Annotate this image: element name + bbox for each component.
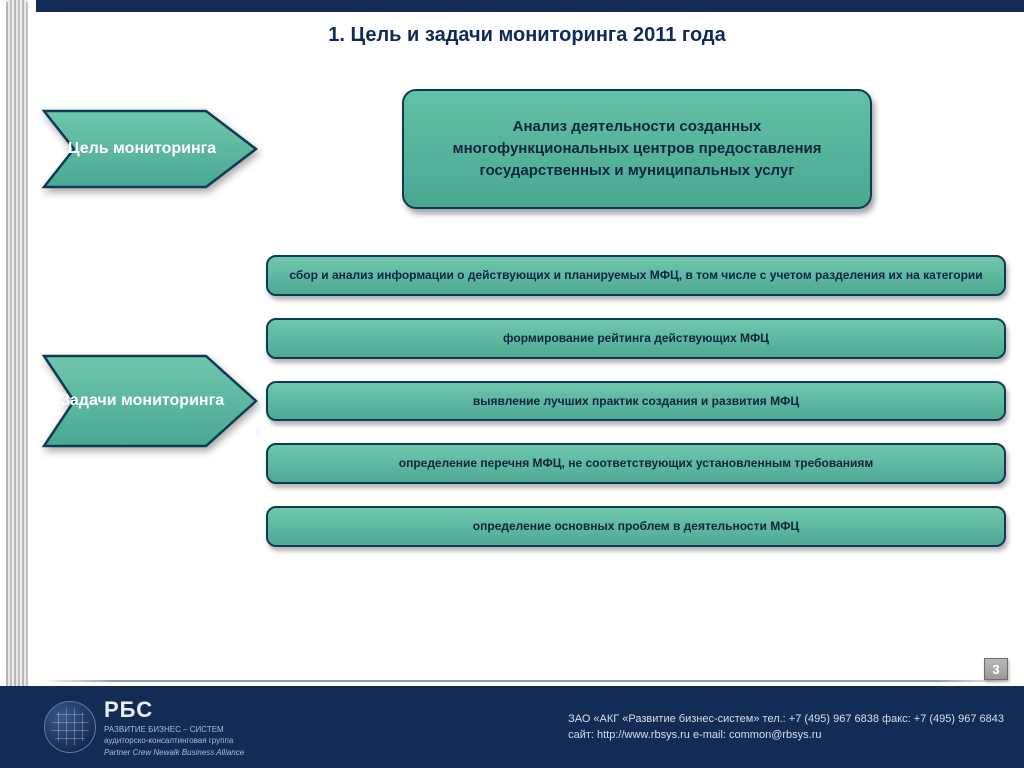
task-item: определение основных проблем в деятельно… xyxy=(266,506,1006,547)
goal-box: Анализ деятельности созданных многофункц… xyxy=(402,89,872,209)
footer-logo: РБС РАЗВИТИЕ БИЗНЕС – СИСТЕМ аудиторско-… xyxy=(44,696,254,758)
goal-right: Анализ деятельности созданных многофункц… xyxy=(260,89,1014,209)
goal-arrow: Цель мониторинга xyxy=(40,103,260,195)
goal-arrow-wrap: Цель мониторинга xyxy=(40,103,260,195)
tasks-arrow-wrap: Задачи мониторинга xyxy=(40,346,260,456)
slide-content: 1. Цель и задачи мониторинга 2011 года Ц… xyxy=(40,16,1014,684)
tasks-list: сбор и анализ информации о действующих и… xyxy=(260,255,1014,547)
footer-bar: РБС РАЗВИТИЕ БИЗНЕС – СИСТЕМ аудиторско-… xyxy=(0,686,1024,768)
tasks-row: Задачи мониторинга сбор и анализ информа… xyxy=(40,255,1014,547)
tasks-arrow-label: Задачи мониторинга xyxy=(52,391,248,412)
task-item: выявление лучших практик создания и разв… xyxy=(266,381,1006,422)
slide-title: 1. Цель и задачи мониторинга 2011 года xyxy=(40,24,1014,47)
footer-contact-line1: ЗАО «АКГ «Развитие бизнес-систем» тел.: … xyxy=(568,711,1004,728)
globe-icon xyxy=(44,701,96,753)
task-item: сбор и анализ информации о действующих и… xyxy=(266,255,1006,296)
task-item: формирование рейтинга действующих МФЦ xyxy=(266,318,1006,359)
footer-logo-text: РБС xyxy=(104,697,244,723)
goal-row: Цель мониторинга Анализ деятельности соз… xyxy=(40,89,1014,209)
footer-contact: ЗАО «АКГ «Развитие бизнес-систем» тел.: … xyxy=(568,711,1004,744)
footer-logo-sub2: аудиторско-консалтинговая группа xyxy=(104,736,244,746)
divider-line xyxy=(40,680,1012,682)
footer-contact-line2: сайт: http://www.rbsys.ru e-mail: common… xyxy=(568,727,1004,744)
footer-logo-sub1: РАЗВИТИЕ БИЗНЕС – СИСТЕМ xyxy=(104,725,244,735)
tasks-arrow: Задачи мониторинга xyxy=(40,346,260,456)
task-item: определение перечня МФЦ, не соответствую… xyxy=(266,443,1006,484)
top-accent-bar xyxy=(0,0,1024,12)
page-number: 3 xyxy=(984,658,1008,680)
footer-logo-sub3: Partner Crew Newalk Business Alliance xyxy=(104,748,244,758)
binder-decoration xyxy=(0,0,36,768)
goal-arrow-label: Цель мониторинга xyxy=(60,139,240,160)
